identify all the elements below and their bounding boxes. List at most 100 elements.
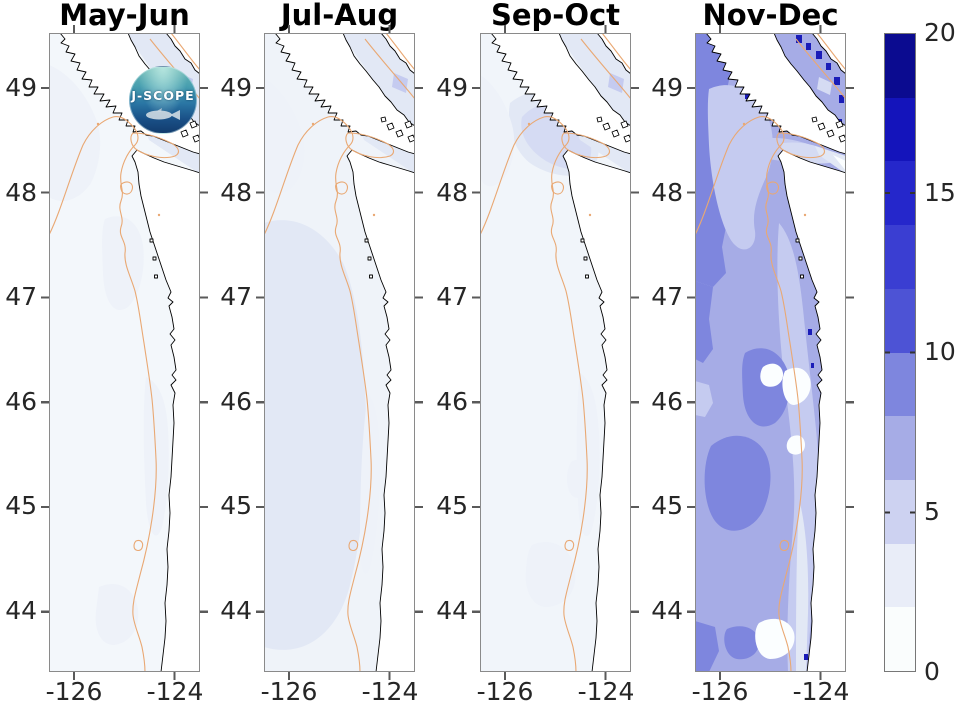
ocean-patch [695, 381, 713, 417]
map-sep-oct [480, 33, 631, 672]
map-nov-dec [695, 33, 846, 672]
ocean-patch-light [760, 363, 784, 387]
colorbar-tick-label: 15 [924, 178, 955, 207]
lon-ticks-top [288, 25, 392, 33]
colorbar-band [885, 34, 915, 98]
lon-ticks-bottom [719, 672, 823, 680]
ocean-patch [525, 542, 576, 608]
colorbar-tick-label: 10 [924, 337, 955, 366]
ocean-patch [264, 220, 367, 650]
ocean-patch-dark [695, 621, 719, 672]
ocean-patch [264, 78, 305, 194]
lat-label: 48 [436, 177, 468, 207]
lat-label: 48 [5, 177, 37, 207]
lat-label: 44 [5, 595, 37, 625]
lon-ticks-bottom [504, 672, 608, 680]
lat-label: 49 [5, 73, 37, 102]
map-panel-nov-dec [695, 33, 846, 672]
lat-ticks-right [846, 86, 854, 616]
strait-fill [576, 129, 631, 174]
strait-fill [360, 129, 415, 174]
strait-fill [815, 146, 846, 174]
ocean-patch-dark [704, 435, 771, 531]
ocean-patch-light [755, 618, 795, 659]
lat-label: 45 [436, 491, 468, 520]
jscope-logo: J-SCOPE [129, 66, 197, 134]
colorbar [884, 33, 916, 672]
lat-label: 44 [651, 595, 683, 625]
colorbar-tick-label: 0 [924, 657, 940, 686]
colorbar-band [885, 543, 915, 608]
map-jul-aug [264, 33, 415, 672]
colorbar-tick-label: 5 [924, 497, 940, 526]
lat-ticks-right [200, 86, 208, 616]
lat-label: 46 [436, 386, 468, 416]
lat-label: 49 [651, 73, 683, 102]
lat-label: 47 [651, 282, 683, 311]
strait-fill [833, 155, 846, 171]
map-panel-jul-aug [264, 33, 415, 672]
colorbar-band [885, 97, 915, 162]
lat-label: 47 [5, 282, 37, 311]
lon-label: -126 [260, 677, 318, 706]
lon-ticks-top [504, 25, 608, 33]
ocean-patch [576, 373, 600, 537]
lat-label: 46 [220, 386, 252, 416]
lat-ticks-right [631, 86, 639, 616]
lat-label: 49 [436, 73, 468, 102]
lat-label: 46 [5, 386, 37, 416]
strait-fill [145, 129, 200, 174]
colorbar-tick-label: 20 [924, 18, 955, 47]
lat-ticks-left [256, 86, 264, 616]
lat-label: 47 [436, 282, 468, 311]
georgia-fill [556, 33, 631, 131]
map-panel-sep-oct [480, 33, 631, 672]
lon-label: -126 [691, 677, 749, 706]
ocean-patch [49, 65, 101, 201]
lat-ticks-left [41, 86, 49, 616]
panel-frame [264, 33, 415, 672]
georgia-spot [817, 77, 832, 95]
lon-label: -126 [476, 677, 534, 706]
ocean-patch-dark [695, 281, 713, 363]
lat-label: 47 [220, 282, 252, 311]
lon-label: -124 [361, 677, 419, 706]
colorbar-ticks-right [910, 192, 915, 514]
lat-label: 44 [220, 595, 252, 625]
georgia-fill [340, 33, 415, 131]
lat-label: 46 [651, 386, 683, 416]
lat-ticks-left [472, 86, 480, 616]
panel-frame [695, 33, 846, 672]
colorbar-ticks-left [885, 192, 890, 514]
map-panel-may-jun: J-SCOPE [49, 33, 200, 672]
lon-label: -124 [577, 677, 635, 706]
ocean-patch-light [786, 435, 805, 455]
lon-ticks-top [73, 25, 177, 33]
ocean-patch [707, 85, 773, 250]
lat-ticks-left [687, 86, 695, 616]
lon-label: -124 [792, 677, 850, 706]
lat-label: 44 [436, 595, 468, 625]
lat-label: 48 [220, 177, 252, 207]
lat-label: 49 [220, 73, 252, 102]
panel-frame [480, 33, 631, 672]
lat-label: 45 [220, 491, 252, 520]
lat-ticks-right [415, 86, 423, 616]
lon-label: -126 [45, 677, 103, 706]
georgia-spot [608, 73, 624, 93]
ocean-patch [480, 75, 515, 187]
lat-label: 45 [651, 491, 683, 520]
lat-label: 48 [651, 177, 683, 207]
georgia-spot [392, 73, 408, 93]
coastal-band [796, 503, 809, 672]
panel-frame [49, 33, 200, 672]
jscope-logo-text: J-SCOPE [131, 88, 195, 103]
lon-ticks-bottom [73, 672, 177, 680]
lat-label: 45 [5, 491, 37, 520]
lon-label: -124 [146, 677, 204, 706]
lon-ticks-top [719, 25, 823, 33]
colorbar-band [885, 607, 915, 672]
lon-ticks-bottom [288, 672, 392, 680]
ocean-patch [95, 583, 139, 645]
